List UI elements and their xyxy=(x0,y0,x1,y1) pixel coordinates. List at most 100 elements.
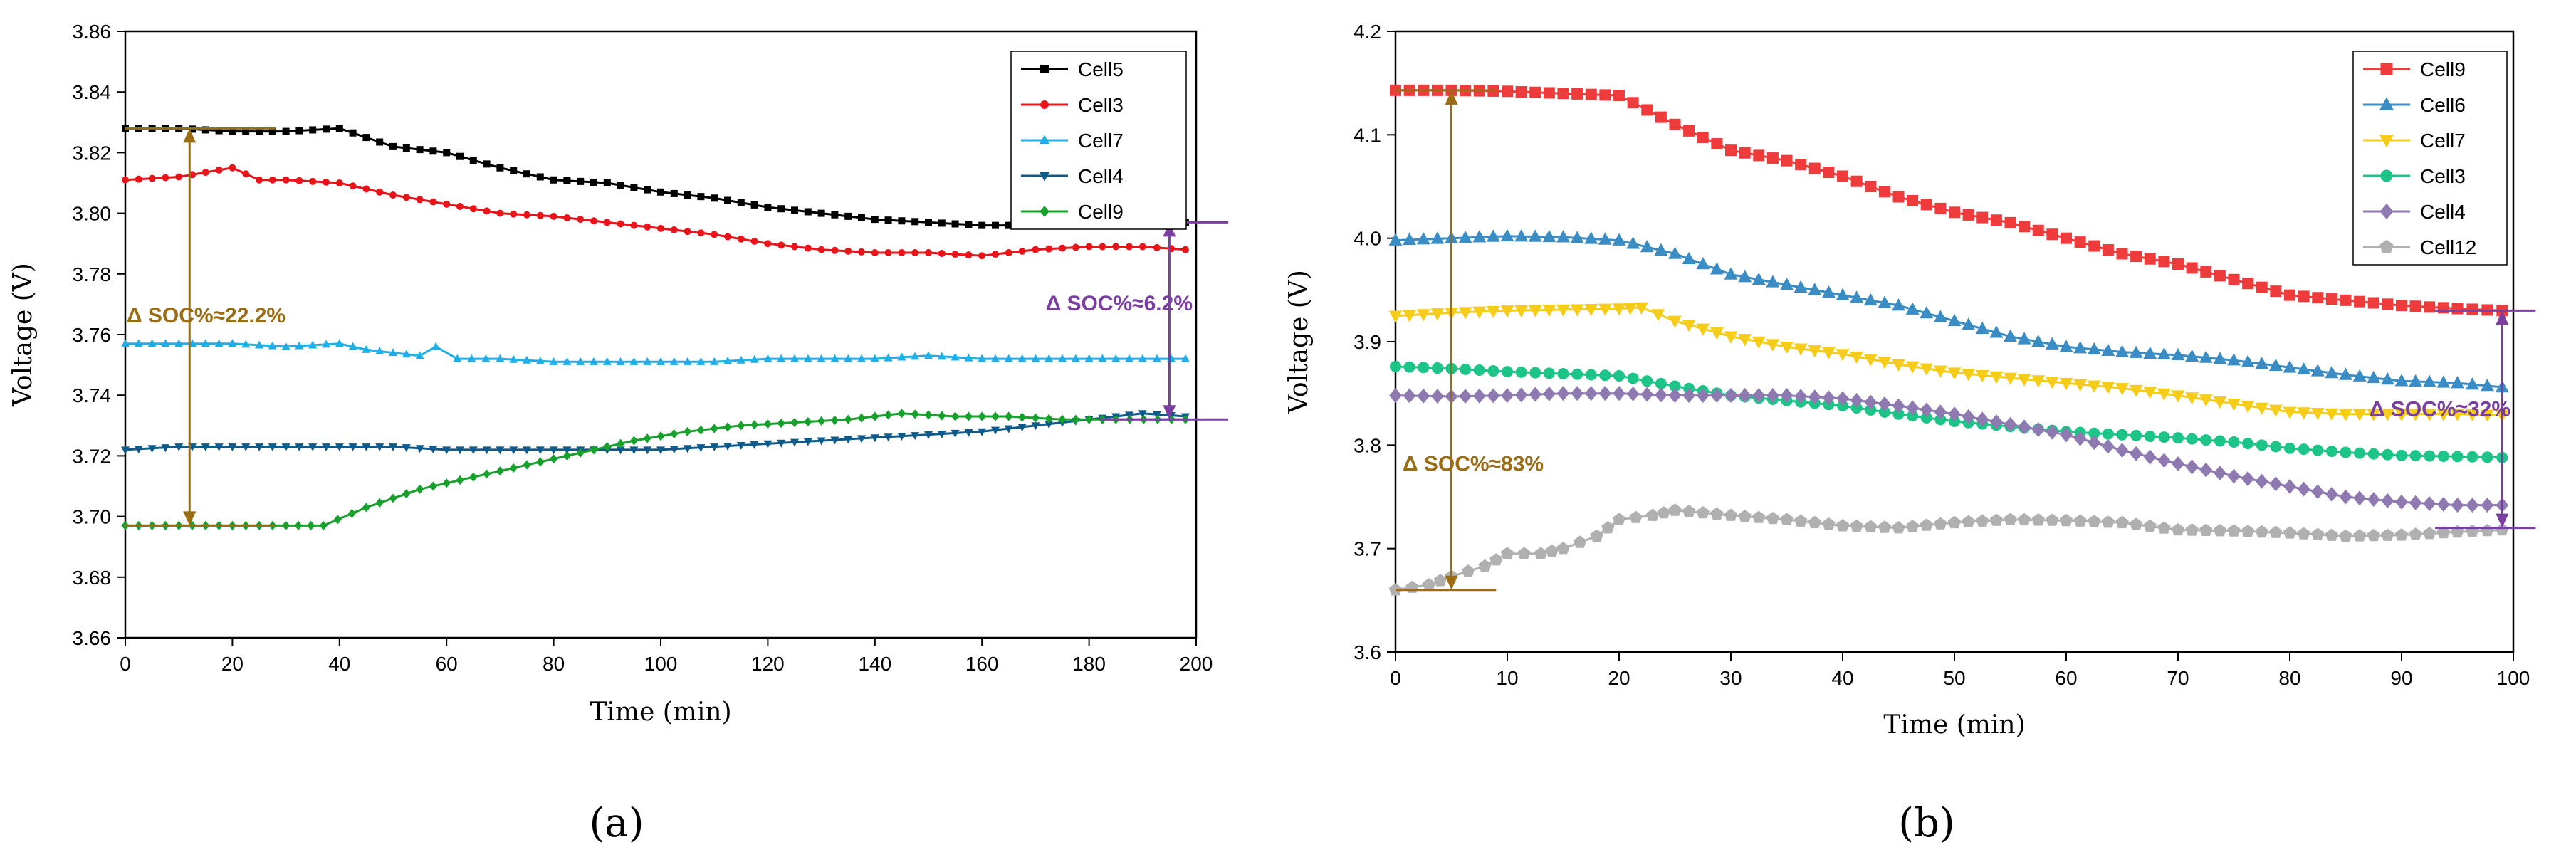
legend: Cell9 Cell6 Cell7 Cell3 Cell4 Cell12 xyxy=(2352,51,2508,266)
data-point xyxy=(2101,343,2115,356)
data-point xyxy=(2088,240,2100,252)
data-point xyxy=(1629,510,1643,523)
data-point xyxy=(254,443,264,452)
data-point xyxy=(1099,243,1106,251)
data-point xyxy=(1403,310,1417,322)
data-point xyxy=(898,248,906,256)
data-point xyxy=(2061,232,2072,244)
data-point xyxy=(349,182,357,190)
data-point xyxy=(1556,304,1570,317)
data-point xyxy=(282,176,290,184)
data-point xyxy=(2073,379,2088,392)
data-point xyxy=(817,209,825,217)
data-point xyxy=(1668,503,1682,516)
x-axis-title: Time (min) xyxy=(1883,710,2025,740)
data-point xyxy=(1962,515,1975,527)
data-point xyxy=(2241,400,2255,414)
data-point xyxy=(2018,513,2031,526)
data-point xyxy=(1920,402,1933,418)
data-point xyxy=(1417,388,1430,404)
data-point xyxy=(1905,302,1920,315)
data-point xyxy=(201,169,209,177)
data-point xyxy=(1084,414,1094,424)
data-point xyxy=(2367,492,2380,508)
data-point xyxy=(1752,336,1766,350)
data-point xyxy=(2367,370,2381,384)
data-point xyxy=(830,354,839,362)
data-point xyxy=(2256,281,2268,293)
data-point xyxy=(1044,414,1053,424)
data-point xyxy=(509,354,518,363)
data-point xyxy=(1138,243,1146,251)
data-point xyxy=(1794,389,1808,404)
data-point xyxy=(1085,243,1093,251)
data-point xyxy=(2409,527,2422,540)
data-point xyxy=(1934,517,1947,530)
data-point xyxy=(938,411,946,421)
data-point xyxy=(844,414,852,424)
data-point xyxy=(1478,559,1492,572)
data-point xyxy=(1710,507,1724,520)
data-point xyxy=(523,211,530,219)
legend-swatch-marker xyxy=(2379,203,2394,220)
data-point xyxy=(1682,505,1696,517)
data-point xyxy=(777,354,786,362)
data-point xyxy=(2480,409,2494,422)
data-point xyxy=(1126,243,1133,251)
data-point xyxy=(376,138,384,146)
data-point xyxy=(2157,521,2171,534)
data-point xyxy=(2046,228,2058,241)
data-point xyxy=(2199,462,2213,478)
data-point xyxy=(777,418,785,429)
data-point xyxy=(870,354,879,362)
data-point xyxy=(429,481,438,491)
data-point xyxy=(1962,317,1976,330)
data-point xyxy=(1528,229,1542,242)
data-point xyxy=(2228,273,2240,285)
data-point xyxy=(1725,144,1737,157)
data-point xyxy=(2144,253,2156,265)
data-point xyxy=(442,478,451,488)
data-point xyxy=(415,351,424,359)
data-point xyxy=(1585,88,1597,100)
data-point xyxy=(656,357,666,365)
data-point xyxy=(683,357,692,365)
data-point xyxy=(510,210,518,218)
data-point xyxy=(2031,513,2045,526)
data-point xyxy=(911,409,919,419)
data-point xyxy=(375,346,384,354)
data-point xyxy=(2480,378,2494,392)
data-point xyxy=(549,454,558,464)
x-tick-label: 0 xyxy=(1390,667,1401,689)
data-point xyxy=(523,460,531,470)
data-point xyxy=(577,177,585,185)
data-point xyxy=(1878,396,1891,412)
data-point xyxy=(1780,513,1794,525)
data-point xyxy=(135,175,142,183)
data-point xyxy=(349,129,357,137)
data-point xyxy=(2312,444,2324,456)
data-point xyxy=(1627,97,1639,109)
data-point xyxy=(2325,365,2339,379)
series-cell7 xyxy=(120,339,1190,365)
data-point xyxy=(550,176,557,184)
data-point xyxy=(2298,290,2310,303)
data-point xyxy=(1850,290,1864,303)
y-tick-label: 3.80 xyxy=(73,203,112,225)
data-point xyxy=(1124,354,1134,362)
x-tick-label: 0 xyxy=(120,653,131,675)
data-point xyxy=(2481,498,2494,513)
legend-entry-label: Cell4 xyxy=(2420,201,2466,223)
data-point xyxy=(1794,280,1808,293)
data-point xyxy=(683,426,692,436)
data-point xyxy=(201,443,210,452)
data-point xyxy=(857,354,866,362)
data-point xyxy=(884,410,893,420)
data-point xyxy=(2284,289,2295,301)
x-tick-label: 90 xyxy=(2390,667,2412,689)
data-point xyxy=(1059,244,1066,252)
data-point xyxy=(1920,518,1933,531)
y-tick-label: 3.68 xyxy=(73,567,112,589)
data-point xyxy=(307,520,315,531)
data-point xyxy=(1388,310,1403,323)
